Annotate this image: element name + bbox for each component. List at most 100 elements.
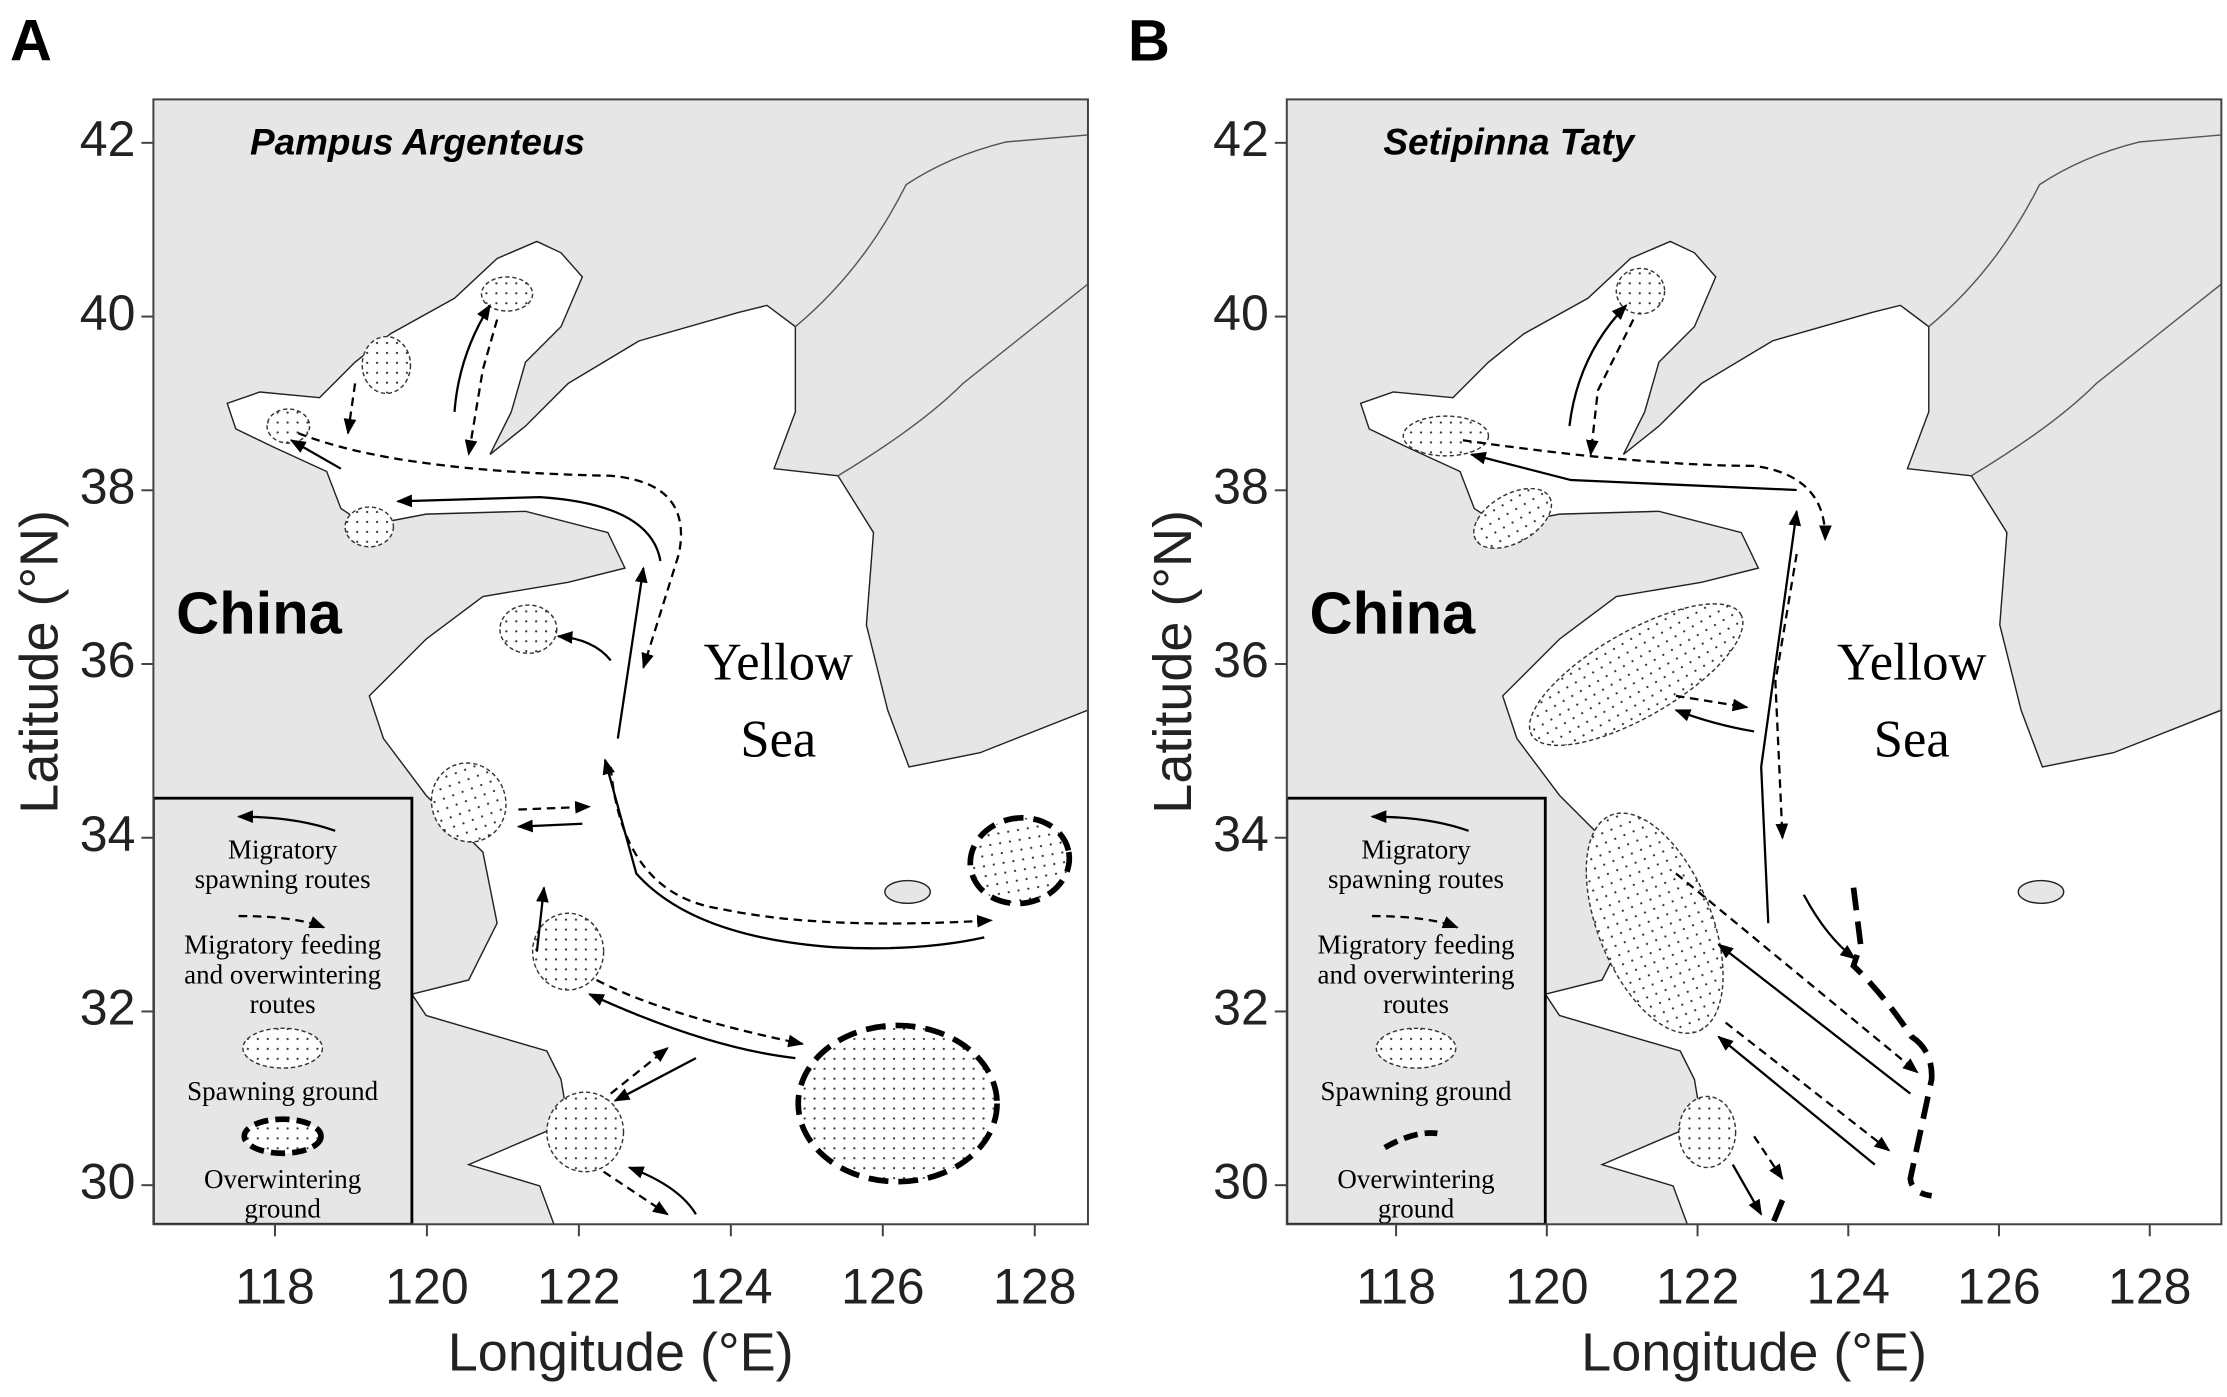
legend-text: Overwintering	[204, 1164, 361, 1194]
border	[1971, 283, 2222, 477]
spawning-route	[613, 1057, 697, 1102]
legend-text: Migratory feeding	[1318, 930, 1515, 960]
spawning-route	[587, 993, 796, 1060]
legend-text: ground	[1378, 1194, 1455, 1224]
legend-symbol	[242, 1027, 324, 1069]
feeding-route	[1675, 872, 1919, 1074]
feeding-route	[1462, 439, 1832, 542]
legend-symbol	[1375, 1027, 1457, 1069]
feeding-route	[610, 1047, 669, 1095]
overwintering-ground	[967, 814, 1073, 907]
overwintering-ground	[1769, 1199, 1786, 1225]
spawning-ground	[1678, 1095, 1737, 1169]
border	[794, 134, 1088, 328]
y-tick-label: 34	[80, 806, 136, 862]
spawning-ground	[1528, 603, 1744, 747]
legend-text: and overwintering	[1318, 959, 1515, 989]
spawning-ground	[361, 335, 412, 395]
spawning-ground	[1402, 415, 1490, 457]
spawning-ground	[499, 604, 558, 655]
x-axis-label: Longitude (°E)	[448, 1322, 794, 1382]
y-tick-label: 38	[80, 458, 136, 514]
legend-text: ground	[244, 1194, 321, 1224]
spawning-ground	[430, 762, 507, 843]
spawning-route	[556, 631, 612, 662]
land-label: China	[1310, 580, 1477, 647]
x-tick-label: 126	[1957, 1258, 2040, 1314]
spawning-ground	[546, 1091, 625, 1173]
y-tick-label: 30	[1213, 1153, 1269, 1209]
sea-label: Sea	[740, 710, 816, 768]
spawning-route	[1469, 451, 1797, 492]
spawning-ground	[480, 276, 534, 312]
spawning-route	[1760, 509, 1802, 924]
feeding-route	[518, 800, 592, 814]
spawning-route	[1802, 894, 1857, 960]
spawning-route	[1674, 709, 1755, 733]
plot-frame	[152, 98, 1089, 1226]
island	[884, 879, 932, 904]
y-tick-label: 40	[80, 285, 136, 341]
legend-text: Spawning ground	[1321, 1076, 1513, 1106]
spawning-ground	[531, 912, 605, 991]
legend-symbol	[238, 914, 326, 929]
sea	[1359, 240, 2222, 1225]
feeding-route	[603, 1170, 669, 1216]
spawning-ground	[1473, 487, 1553, 549]
feeding-route	[1724, 1021, 1891, 1152]
legend-symbol	[237, 810, 336, 832]
panel-label: A	[10, 8, 52, 73]
species-title: Setipinna Taty	[1383, 122, 1636, 163]
overwintering-ground	[1850, 887, 1935, 1199]
y-tick-label: 36	[80, 632, 136, 688]
y-tick-label: 38	[1213, 458, 1269, 514]
legend-symbol	[241, 1116, 324, 1157]
spawning-route	[1717, 1035, 1876, 1166]
plot-frame	[1285, 98, 2223, 1226]
species-title: Pampus Argenteus	[250, 122, 585, 163]
y-tick-label: 40	[1213, 285, 1269, 341]
legend-text: spawning routes	[1328, 864, 1504, 894]
sea-label: Yellow	[704, 634, 853, 692]
feeding-route	[343, 383, 357, 435]
y-tick-label: 42	[80, 111, 136, 167]
x-axis-label: Longitude (°E)	[1581, 1322, 1927, 1382]
spawning-route	[453, 303, 491, 412]
legend-text: routes	[250, 989, 316, 1019]
y-tick-label: 32	[1213, 980, 1269, 1036]
legend-text: and overwintering	[184, 959, 381, 989]
feeding-route	[1675, 694, 1749, 712]
spawning-route	[516, 819, 583, 833]
y-tick-label: 36	[1213, 632, 1269, 688]
spawning-route	[1568, 304, 1628, 427]
spawning-route	[616, 566, 648, 739]
legend-text: Migratory feeding	[184, 930, 381, 960]
feeding-route	[464, 319, 499, 457]
x-tick-label: 120	[385, 1258, 468, 1314]
spawning-route	[602, 758, 985, 950]
x-tick-label: 122	[1656, 1258, 1739, 1314]
spawning-route	[396, 494, 662, 562]
x-tick-label: 122	[537, 1258, 620, 1314]
x-tick-label: 118	[235, 1258, 315, 1314]
x-tick-label: 124	[689, 1258, 772, 1314]
y-axis-label: Latitude (°N)	[10, 510, 70, 814]
border	[1928, 134, 2222, 328]
y-tick-label: 34	[1213, 806, 1269, 862]
spawning-route	[289, 439, 342, 470]
border	[837, 283, 1088, 477]
legend-text: Migratory	[1361, 834, 1471, 864]
y-axis-label: Latitude (°N)	[1143, 510, 1203, 814]
feeding-route	[596, 978, 805, 1048]
x-tick-label: 120	[1505, 1258, 1588, 1314]
x-tick-label: 124	[1807, 1258, 1890, 1314]
land-label: China	[176, 580, 343, 647]
overwintering-ground	[795, 1022, 1000, 1185]
feeding-route	[297, 432, 683, 670]
legend-symbol	[1370, 810, 1469, 832]
y-tick-label: 42	[1213, 111, 1269, 167]
legend-text: Spawning ground	[187, 1076, 379, 1106]
